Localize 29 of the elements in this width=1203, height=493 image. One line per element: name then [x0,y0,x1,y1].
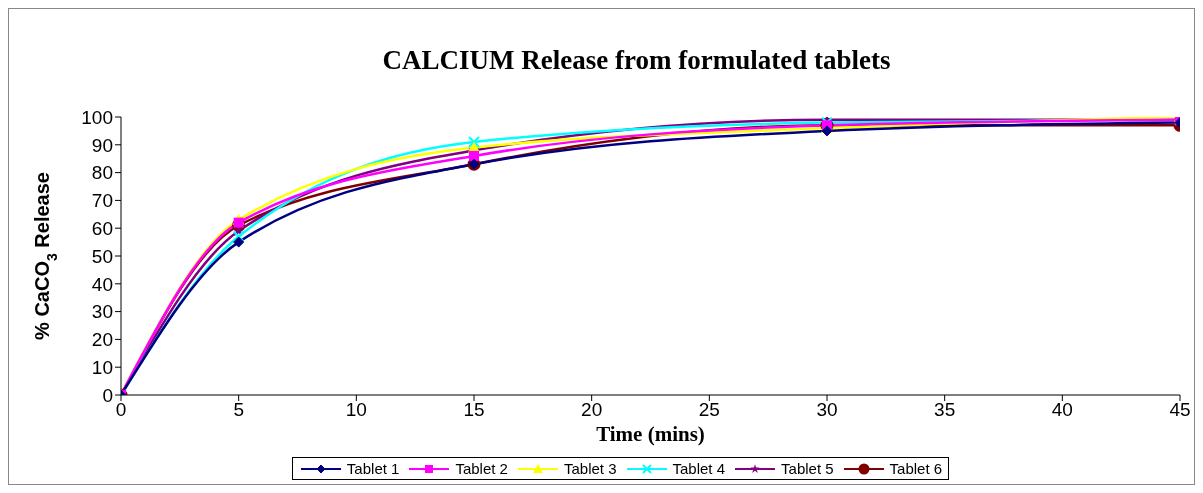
y-tick-label: 70 [91,190,113,212]
y-tick-label: 60 [91,217,113,239]
y-tick-label: 100 [81,106,113,128]
y-tick-label: 30 [91,301,113,323]
x-tick-label: 40 [1051,399,1073,421]
y-tick-label: 0 [102,384,113,406]
legend-label: Tablet 2 [455,460,508,477]
legend-label: Tablet 1 [346,460,400,477]
x-tick-label: 10 [345,399,367,421]
x-tick-label: 5 [233,399,244,421]
y-tick-label: 10 [91,356,113,378]
chart-title: CALCIUM Release from formulated tablets [381,44,892,77]
x-tick-label: 0 [115,399,127,421]
y-tick-label: 80 [91,162,113,184]
x-axis-title: Time (mins) [596,422,705,446]
y-tick-label: 40 [91,273,113,295]
x-tick-label: 45 [1169,399,1191,421]
legend-label: Tablet 6 [889,460,943,477]
x-tick-label: 35 [934,399,956,421]
legend-label: Tablet 3 [563,460,617,477]
x-tick-label: 30 [816,399,838,421]
x-tick-label: 20 [581,399,603,421]
x-tick-label: 25 [698,399,720,421]
y-tick-label: 90 [91,134,113,156]
legend-label: Tablet 5 [781,460,834,477]
legend-label: Tablet 4 [672,460,726,477]
y-tick-label: 20 [91,329,113,351]
x-tick-label: 15 [463,399,485,421]
y-tick-label: 50 [91,245,113,267]
